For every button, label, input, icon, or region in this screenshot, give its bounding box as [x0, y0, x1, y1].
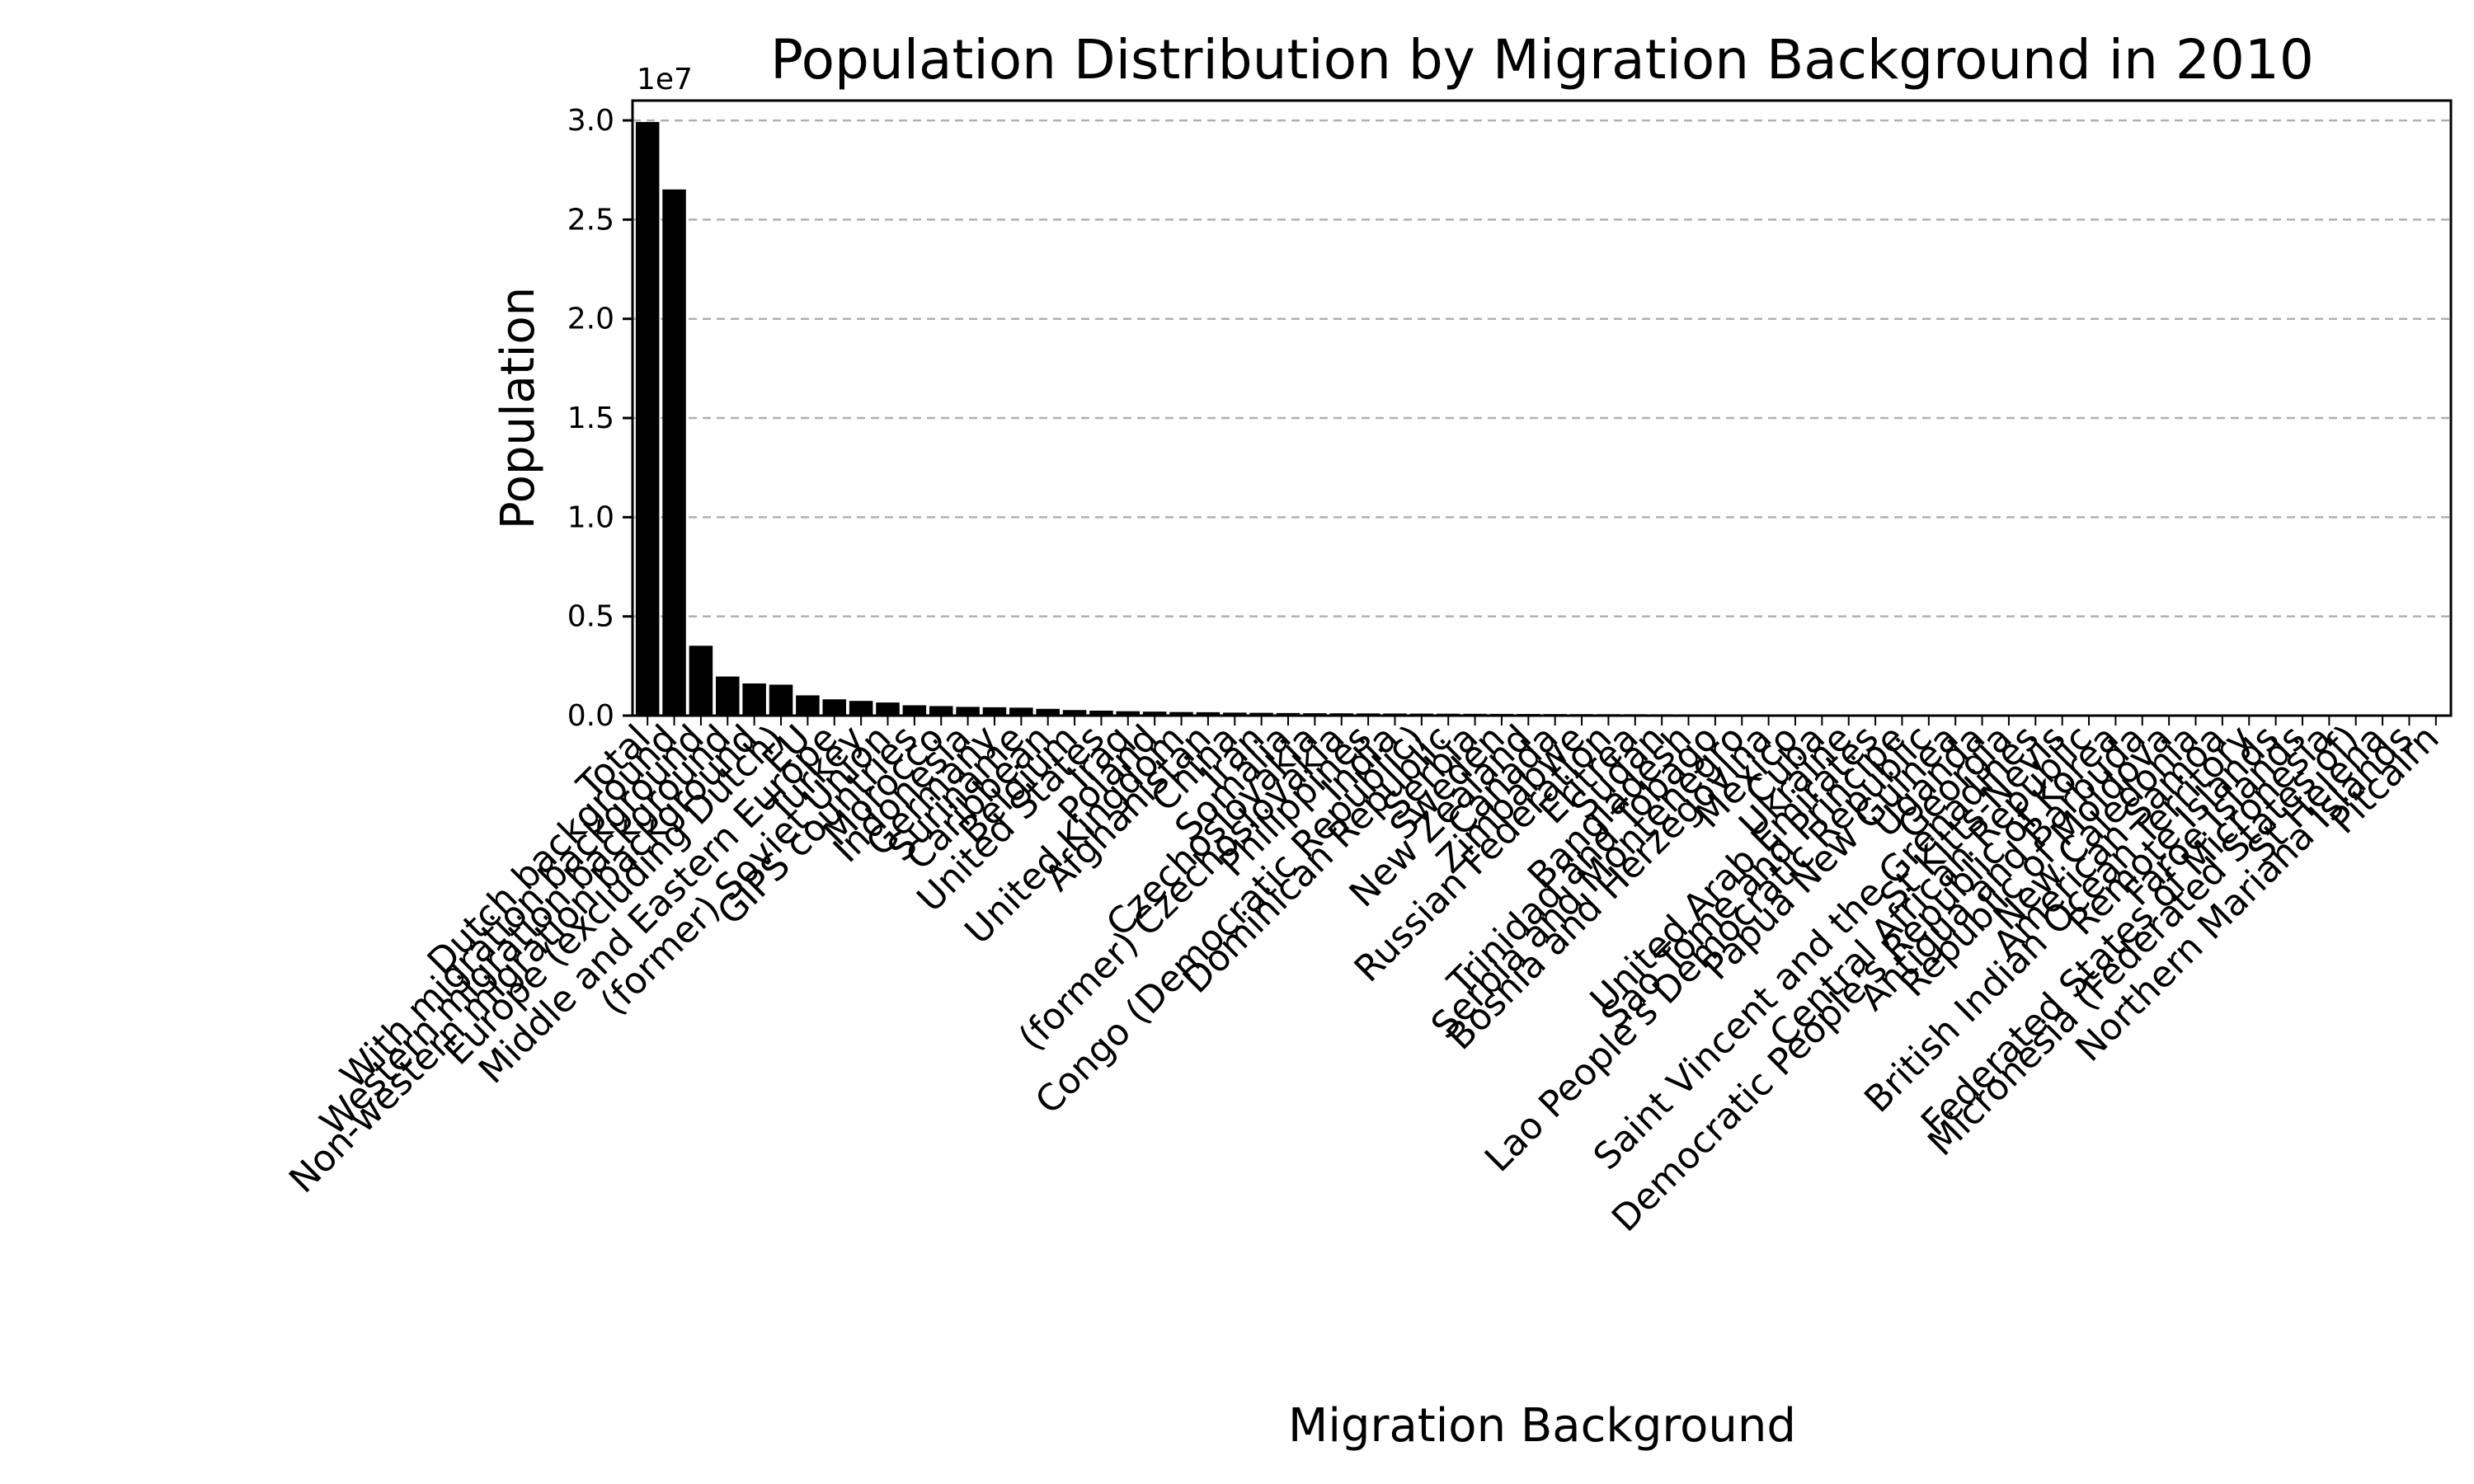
x-axis-label: Migration Background [1288, 1399, 1796, 1453]
chart-title: Population Distribution by Migration Bac… [770, 28, 2314, 92]
bar [849, 701, 873, 716]
bar [769, 684, 793, 716]
y-tick-label: 2.5 [567, 203, 614, 237]
plot-frame [631, 99, 2453, 717]
bar [929, 706, 953, 716]
bar [716, 676, 740, 716]
y-tick-label: 3.0 [567, 104, 614, 138]
grid-lines [633, 119, 2451, 717]
y-tick-label: 2.0 [567, 303, 614, 336]
bar [956, 707, 980, 716]
bar [876, 702, 900, 716]
bar [635, 121, 660, 716]
bar [822, 699, 847, 716]
bar [902, 705, 927, 716]
y-axis-label: Population [492, 287, 545, 529]
bar [742, 683, 766, 716]
y-tick-label: 1.0 [567, 500, 614, 534]
y-axis-ticks: 0.0 0.5 1.0 1.5 2.0 2.5 3.0 [567, 104, 633, 733]
bar [662, 189, 686, 716]
y-axis-multiplier: 1e7 [637, 63, 693, 96]
bar [796, 695, 820, 716]
y-tick-label: 1.5 [567, 402, 614, 435]
bar [689, 646, 713, 716]
y-tick-label: 0.5 [567, 600, 614, 634]
y-tick-label: 0.0 [567, 699, 614, 733]
